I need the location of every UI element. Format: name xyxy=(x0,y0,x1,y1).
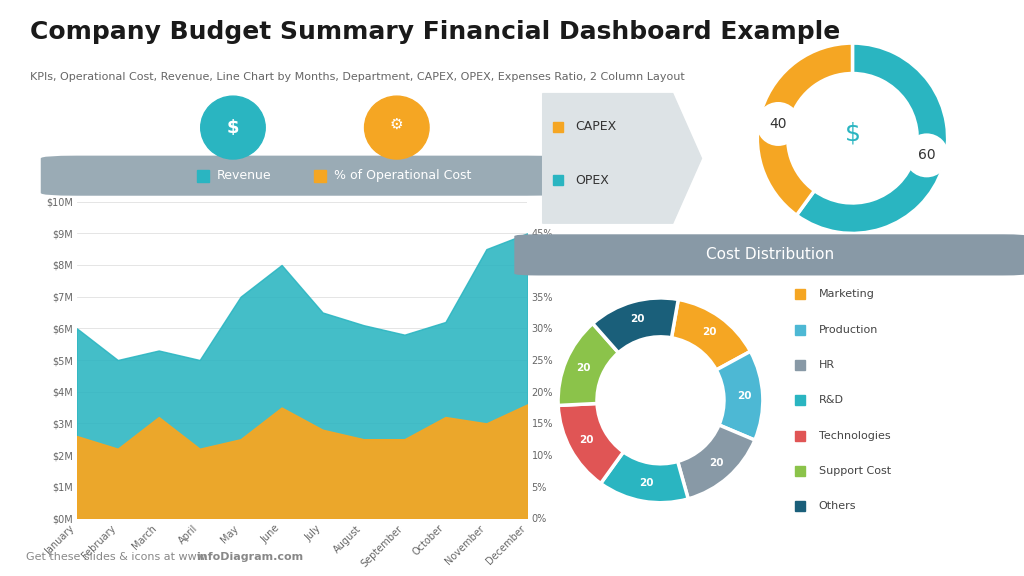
Wedge shape xyxy=(678,425,755,499)
Text: KPIs, Operational Cost, Revenue, Line Chart by Months, Department, CAPEX, OPEX, : KPIs, Operational Cost, Revenue, Line Ch… xyxy=(31,72,685,82)
Wedge shape xyxy=(672,300,751,370)
Circle shape xyxy=(365,96,429,159)
Wedge shape xyxy=(593,298,678,353)
Text: Others: Others xyxy=(819,502,856,511)
Text: 20: 20 xyxy=(575,363,591,373)
Text: Production: Production xyxy=(819,324,879,335)
Text: 40: 40 xyxy=(769,117,787,131)
Circle shape xyxy=(597,337,724,464)
Text: 20: 20 xyxy=(580,435,594,445)
Wedge shape xyxy=(601,452,688,503)
Text: Get these slides & icons at www.: Get these slides & icons at www. xyxy=(26,552,208,562)
Text: Marketing: Marketing xyxy=(819,289,874,299)
Wedge shape xyxy=(716,351,763,440)
Wedge shape xyxy=(558,324,618,406)
Text: 60: 60 xyxy=(918,149,936,162)
Wedge shape xyxy=(758,43,853,215)
Circle shape xyxy=(787,74,918,203)
Circle shape xyxy=(201,96,265,159)
Circle shape xyxy=(758,103,799,145)
FancyBboxPatch shape xyxy=(514,234,1024,275)
Text: 20: 20 xyxy=(709,458,723,468)
Text: $: $ xyxy=(845,122,860,146)
Text: 20: 20 xyxy=(702,327,717,337)
Text: HR: HR xyxy=(819,360,835,370)
Text: Cost Distribution: Cost Distribution xyxy=(707,247,835,263)
Text: $: $ xyxy=(226,119,240,137)
Text: Company Budget Summary Financial Dashboard Example: Company Budget Summary Financial Dashboa… xyxy=(31,20,841,44)
Text: Revenue: Revenue xyxy=(216,169,271,182)
Text: Support Cost: Support Cost xyxy=(819,466,891,476)
Text: 20: 20 xyxy=(639,478,653,488)
Text: Technologies: Technologies xyxy=(819,431,891,441)
Text: R&D: R&D xyxy=(819,395,844,406)
Text: CAPEX: CAPEX xyxy=(574,120,616,133)
Circle shape xyxy=(906,134,947,176)
Text: OPEX: OPEX xyxy=(574,173,608,187)
FancyBboxPatch shape xyxy=(41,156,563,196)
Polygon shape xyxy=(543,94,701,223)
Text: ⚙: ⚙ xyxy=(390,116,403,131)
Text: 20: 20 xyxy=(737,391,752,401)
Text: infoDiagram.com: infoDiagram.com xyxy=(196,552,303,562)
Wedge shape xyxy=(797,43,947,233)
Wedge shape xyxy=(558,403,624,483)
Text: 20: 20 xyxy=(631,314,645,324)
Text: % of Operational Cost: % of Operational Cost xyxy=(334,169,471,182)
